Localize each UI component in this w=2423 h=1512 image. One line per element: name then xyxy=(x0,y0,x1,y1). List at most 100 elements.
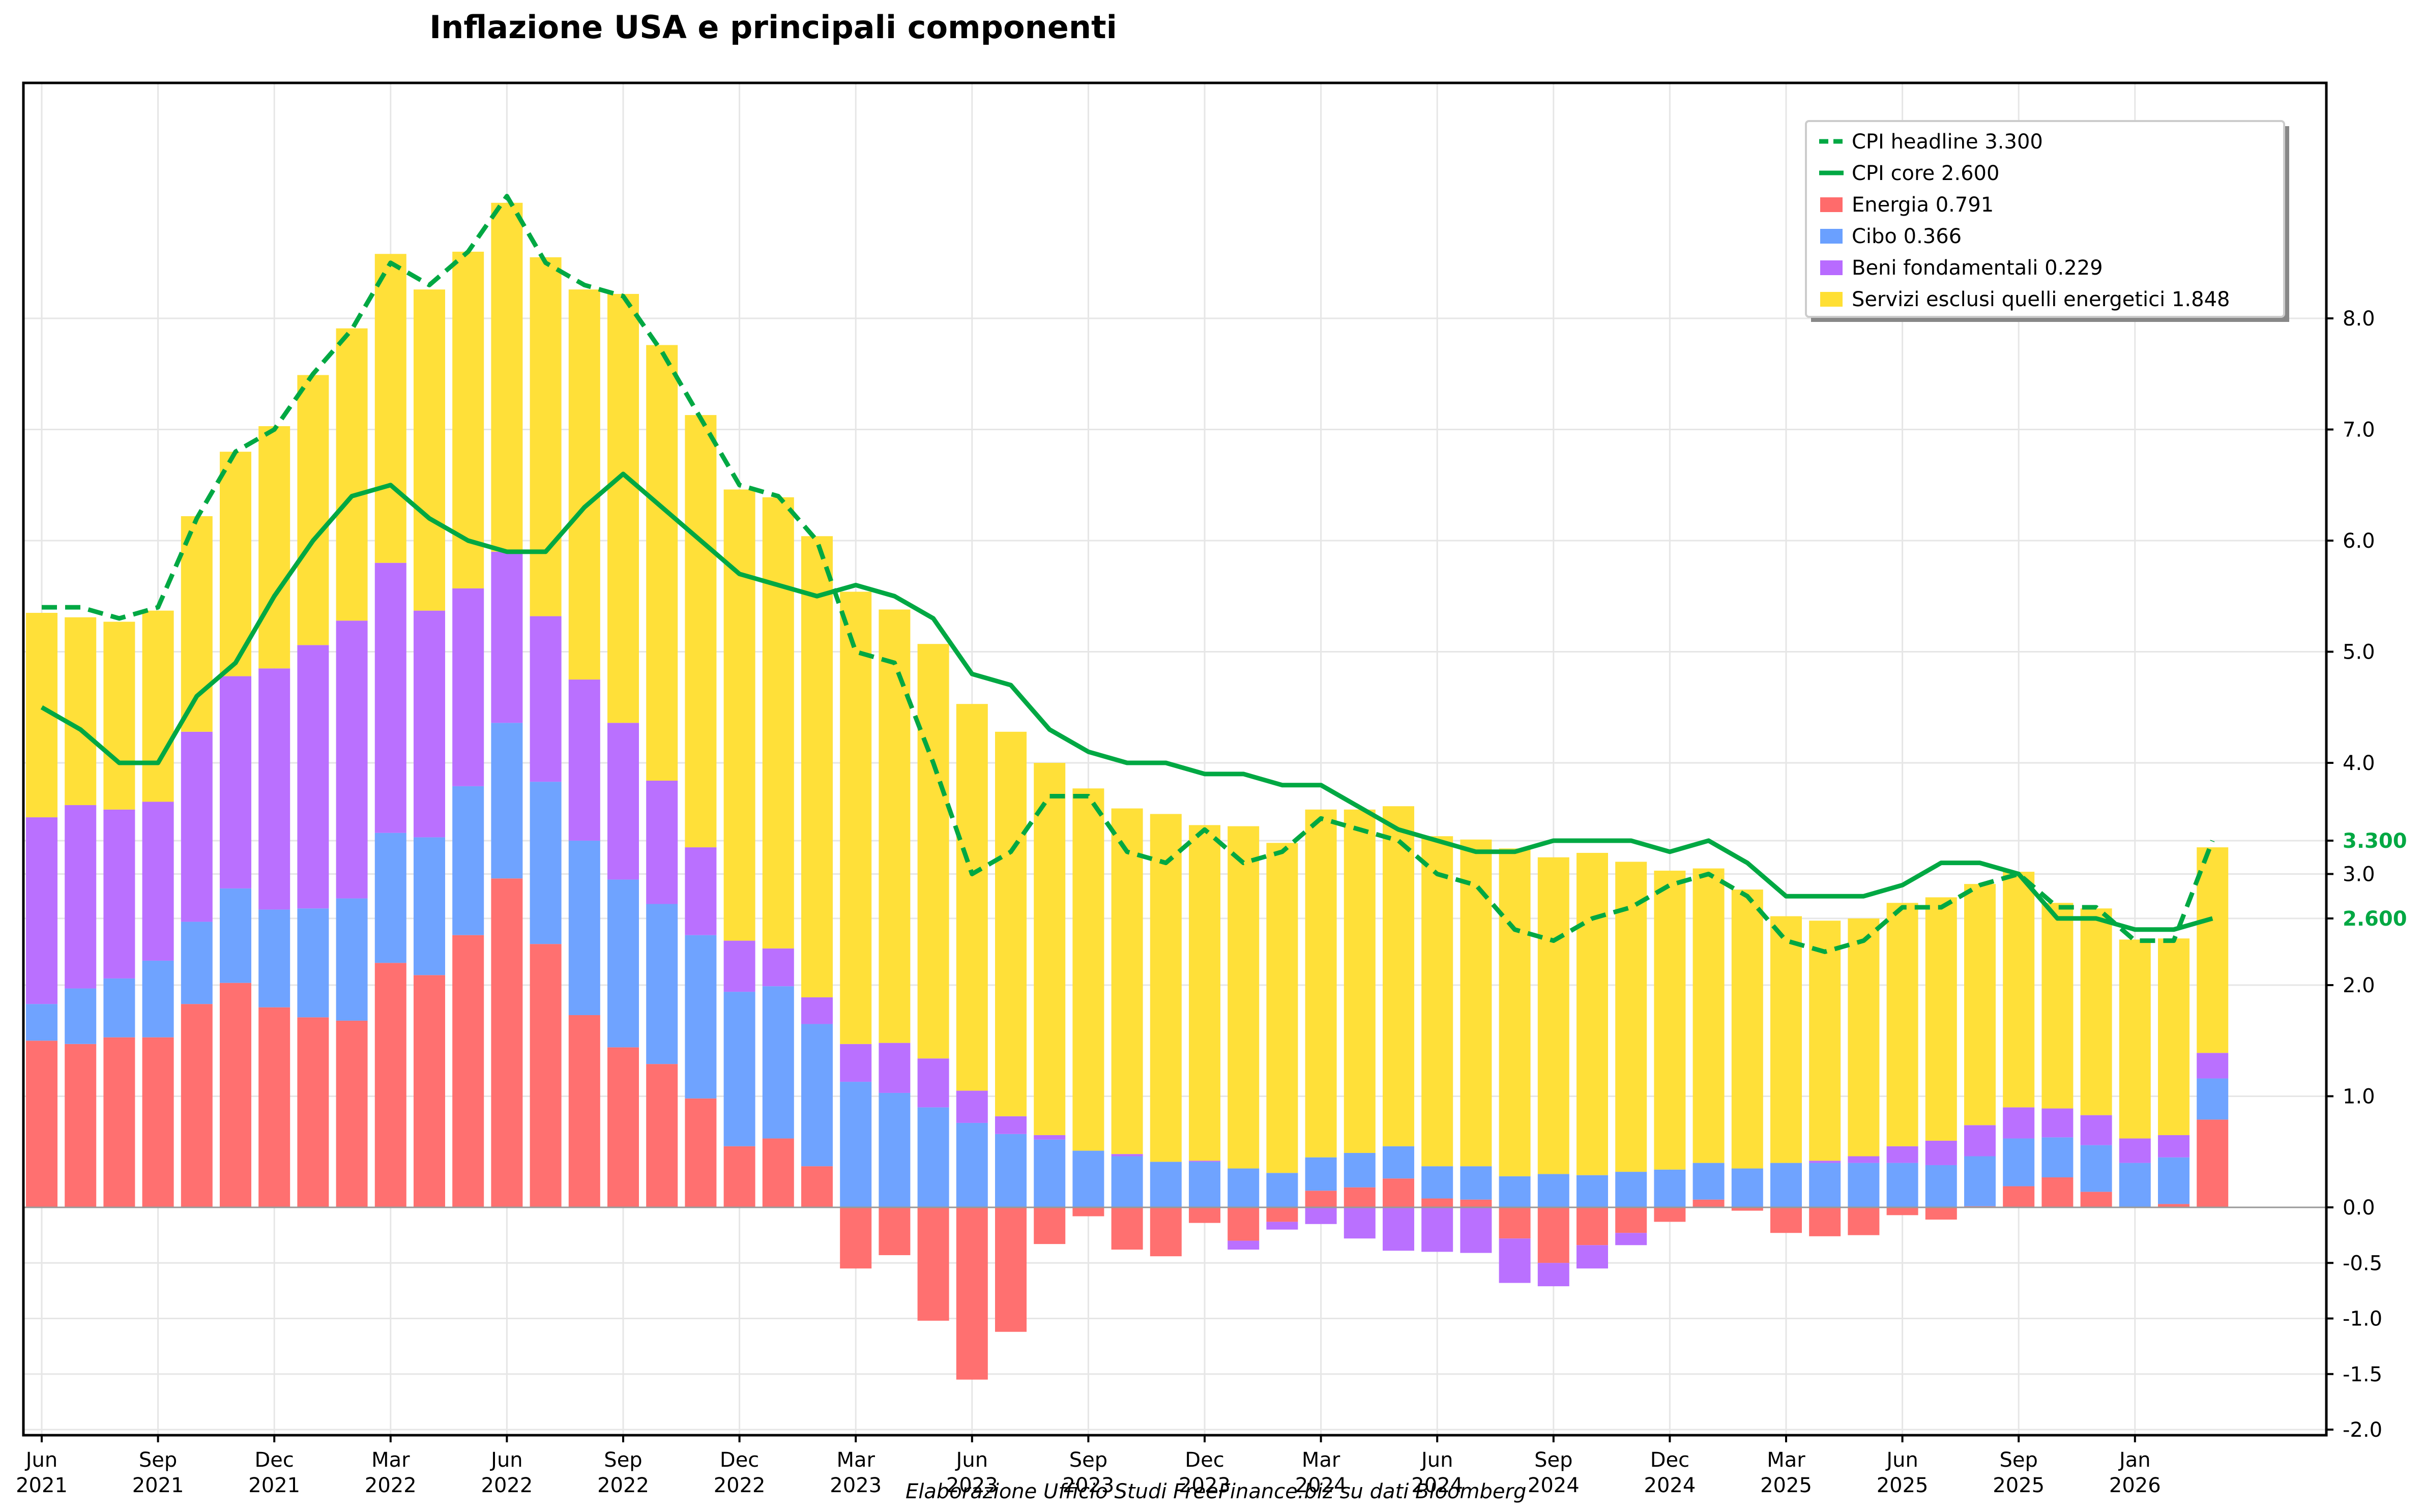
bar-segment-energia: Nov 2021 — Energia: 2.02 xyxy=(220,983,251,1207)
bar-segment-servizi-esclusi-quelli-energetici: Mar 2022 — Servizi esclusi quelli energe… xyxy=(374,254,406,563)
bar-segment-beni-fondamentali: Jun 2023 — Beni fondamentali: 0.29 xyxy=(956,1090,988,1123)
bar-segment-energia: Nov 2022 — Energia: 0.98 xyxy=(685,1098,717,1207)
x-tick-label-month: Mar xyxy=(371,1448,410,1472)
bar-segment-servizi-esclusi-quelli-energetici: Aug 2022 — Servizi esclusi quelli energe… xyxy=(568,289,600,680)
bar-segment-energia: Aug 2024 — Energia: -0.28 xyxy=(1499,1207,1531,1239)
bar-segment-cibo: Jan 2026 — Cibo: 0.4 xyxy=(2119,1163,2151,1207)
bar-segment-beni-fondamentali: Jan 2022 — Beni fondamentali: 2.37 xyxy=(297,645,329,909)
bar-segment-cibo: Feb 2023 — Cibo: 1.28 xyxy=(801,1024,833,1167)
bar-segment-servizi-esclusi-quelli-energetici: Feb 2022 — Servizi esclusi quelli energe… xyxy=(336,328,368,621)
bar-segment-servizi-esclusi-quelli-energetici: Apr 2024 — Servizi esclusi quelli energe… xyxy=(1344,809,1376,1153)
bar-segment-cibo: Apr 2024 — Cibo: 0.31 xyxy=(1344,1152,1376,1188)
bar-segment-servizi-esclusi-quelli-energetici: Nov 2024 — Servizi esclusi quelli energe… xyxy=(1615,862,1647,1172)
bar-segment-beni-fondamentali: Apr 2025 — Beni fondamentali: 0.02 xyxy=(1809,1161,1841,1163)
bar-segment-servizi-esclusi-quelli-energetici: Jul 2023 — Servizi esclusi quelli energe… xyxy=(995,731,1027,1116)
bar-segment-beni-fondamentali: Jul 2021 — Beni fondamentali: 1.65 xyxy=(65,805,97,989)
bar-segment-servizi-esclusi-quelli-energetici: Feb 2025 — Servizi esclusi quelli energe… xyxy=(1731,890,1763,1169)
x-tick-label-year: 2024 xyxy=(1295,1474,1347,1497)
cpi-headline-line xyxy=(42,194,2215,954)
bar-segment-cibo: Dec 2021 — Cibo: 0.88 xyxy=(258,909,290,1007)
x-tick-label-year: 2024 xyxy=(1411,1474,1463,1497)
bar-segment-cibo: Jun 2021 — Cibo: 0.33 xyxy=(26,1004,57,1041)
bar-segment-beni-fondamentali: Jan 2023 — Beni fondamentali: 0.34 xyxy=(762,948,794,987)
lines xyxy=(40,194,2215,954)
bar-segment-servizi-esclusi-quelli-energetici: Dec 2023 — Servizi esclusi quelli energe… xyxy=(1189,825,1220,1161)
bar-segment-beni-fondamentali: Jan 2026 — Beni fondamentali: 0.22 xyxy=(2119,1138,2151,1163)
legend-swatch xyxy=(1820,197,1843,212)
x-tick-label-year: 2022 xyxy=(714,1474,766,1497)
x-tick-label-year: 2022 xyxy=(365,1474,417,1497)
bar-segment-beni-fondamentali: May 2024 — Beni fondamentali: -0.39 xyxy=(1383,1207,1414,1251)
y-tick-label: -2.0 xyxy=(2343,1418,2382,1442)
bar-segment-cibo: May 2023 — Cibo: 0.9 xyxy=(917,1107,949,1207)
x-tick-label-year: 2021 xyxy=(132,1474,184,1497)
bar-segment-cibo: Sep 2025 — Cibo: 0.43 xyxy=(2003,1138,2035,1187)
bar-segment-cibo: Oct 2021 — Cibo: 0.74 xyxy=(181,922,213,1004)
bar-segment-energia: Apr 2025 — Energia: -0.26 xyxy=(1809,1207,1841,1236)
bar-segment-beni-fondamentali: Jun 2025 — Beni fondamentali: 0.15 xyxy=(1886,1146,1918,1163)
bar-segment-servizi-esclusi-quelli-energetici: Aug 2025 — Servizi esclusi quelli energe… xyxy=(1964,884,1996,1125)
x-tick-label-month: Mar xyxy=(836,1448,875,1472)
legend-item: CPI headline 3.300 xyxy=(1819,130,2043,154)
bar-segment-cibo: Sep 2022 — Cibo: 1.51 xyxy=(607,879,639,1048)
bar-segment-energia: Mar 2025 — Energia: -0.23 xyxy=(1770,1207,1802,1233)
bar-segment-cibo: Jan 2024 — Cibo: 0.35 xyxy=(1228,1168,1260,1207)
bar-segment-cibo: Feb 2025 — Cibo: 0.35 xyxy=(1731,1168,1763,1207)
bar-segment-beni-fondamentali: Sep 2025 — Beni fondamentali: 0.28 xyxy=(2003,1107,2035,1139)
legend-swatch xyxy=(1820,229,1843,244)
bar-segment-energia: Nov 2023 — Energia: -0.44 xyxy=(1150,1207,1182,1257)
bar-segment-cibo: Jun 2023 — Cibo: 0.76 xyxy=(956,1122,988,1207)
bar-segment-beni-fondamentali: Jun 2024 — Beni fondamentali: -0.4 xyxy=(1421,1207,1453,1252)
bar-segment-servizi-esclusi-quelli-energetici: Aug 2023 — Servizi esclusi quelli energe… xyxy=(1034,763,1066,1135)
bar-segment-cibo: Jul 2025 — Cibo: 0.38 xyxy=(1925,1165,1957,1207)
bar-segment-cibo: May 2024 — Cibo: 0.29 xyxy=(1383,1146,1414,1179)
bar-segment-servizi-esclusi-quelli-energetici: Oct 2024 — Servizi esclusi quelli energe… xyxy=(1577,852,1608,1175)
bar-segment-cibo: May 2022 — Cibo: 1.34 xyxy=(452,786,484,935)
bar-segment-cibo: Mar 2025 — Cibo: 0.4 xyxy=(1770,1163,1802,1207)
bar-segment-servizi-esclusi-quelli-energetici: May 2023 — Servizi esclusi quelli energe… xyxy=(917,644,949,1059)
bar-segment-cibo: Nov 2021 — Cibo: 0.85 xyxy=(220,888,251,983)
y-tick-label: -1.5 xyxy=(2343,1363,2382,1386)
bar-segment-servizi-esclusi-quelli-energetici: Nov 2021 — Servizi esclusi quelli energe… xyxy=(220,452,251,676)
bar-segment-energia: Jun 2023 — Energia: -1.55 xyxy=(956,1207,988,1380)
bar-segment-cibo: Oct 2022 — Cibo: 1.44 xyxy=(646,904,678,1064)
bar-segment-cibo: Sep 2024 — Cibo: 0.3 xyxy=(1537,1174,1569,1207)
bar-segment-beni-fondamentali: Dec 2021 — Beni fondamentali: 2.17 xyxy=(258,668,290,910)
bar-segment-energia: Sep 2021 — Energia: 1.53 xyxy=(142,1037,174,1207)
legend-swatch xyxy=(1820,260,1843,275)
bar-segment-energia: Feb 2026 — Energia: 0.03 xyxy=(2158,1204,2190,1207)
bar-segment-beni-fondamentali: Feb 2022 — Beni fondamentali: 2.5 xyxy=(336,620,368,899)
x-tick-label-month: Jan xyxy=(2118,1448,2151,1472)
bar-segment-servizi-esclusi-quelli-energetici: Dec 2025 — Servizi esclusi quelli energe… xyxy=(2080,908,2112,1115)
bar-segment-energia: Feb 2022 — Energia: 1.68 xyxy=(336,1020,368,1207)
bar-segment-servizi-esclusi-quelli-energetici: Jan 2025 — Servizi esclusi quelli energe… xyxy=(1692,868,1725,1163)
bar-segment-beni-fondamentali: Oct 2021 — Beni fondamentali: 1.71 xyxy=(181,731,213,922)
y-tick-label: 2.0 xyxy=(2343,974,2375,997)
bar-segment-cibo: Aug 2021 — Cibo: 0.53 xyxy=(103,978,135,1037)
x-tick-label-year: 2023 xyxy=(830,1474,882,1497)
bar-segment-servizi-esclusi-quelli-energetici: Jul 2025 — Servizi esclusi quelli energe… xyxy=(1925,897,1957,1141)
bar-segment-energia: May 2025 — Energia: -0.25 xyxy=(1848,1207,1880,1235)
bar-segment-beni-fondamentali: Jul 2023 — Beni fondamentali: 0.16 xyxy=(995,1116,1027,1134)
bar-segment-cibo: Oct 2023 — Cibo: 0.46 xyxy=(1111,1156,1143,1207)
bar-segment-cibo: Mar 2023 — Cibo: 1.13 xyxy=(840,1082,872,1207)
bar-segment-cibo: Aug 2023 — Cibo: 0.61 xyxy=(1034,1139,1066,1207)
bar-segment-energia: Apr 2024 — Energia: 0.18 xyxy=(1344,1187,1376,1207)
bar-segment-energia: Dec 2024 — Energia: -0.13 xyxy=(1654,1207,1686,1222)
bar-segment-energia: Mar 2024 — Energia: 0.15 xyxy=(1305,1191,1337,1207)
bar-segment-servizi-esclusi-quelli-energetici: Mar 2026 — Servizi esclusi quelli energe… xyxy=(2197,847,2229,1053)
bar-segment-energia: May 2022 — Energia: 2.45 xyxy=(452,935,484,1207)
bar-segment-energia: Feb 2023 — Energia: 0.37 xyxy=(801,1166,833,1207)
x-tick-label-year: 2025 xyxy=(1993,1474,2045,1497)
chart-title: Inflazione USA e principali componenti xyxy=(429,9,1117,46)
bar-segment-beni-fondamentali: Mar 2022 — Beni fondamentali: 2.43 xyxy=(374,562,406,833)
bar-segment-beni-fondamentali: Aug 2022 — Beni fondamentali: 1.45 xyxy=(568,679,600,841)
bar-segment-servizi-esclusi-quelli-energetici: Apr 2022 — Servizi esclusi quelli energe… xyxy=(414,289,445,611)
bar-segment-servizi-esclusi-quelli-energetici: Feb 2026 — Servizi esclusi quelli energe… xyxy=(2158,938,2190,1135)
x-tick-label-year: 2023 xyxy=(1063,1474,1115,1497)
x-tick-label-month: Jun xyxy=(24,1448,58,1472)
bar-segment-energia: Dec 2021 — Energia: 1.8 xyxy=(258,1007,290,1207)
bar-segment-servizi-esclusi-quelli-energetici: Feb 2023 — Servizi esclusi quelli energe… xyxy=(801,536,833,998)
bar-segment-beni-fondamentali: Nov 2024 — Beni fondamentali: -0.11 xyxy=(1615,1233,1647,1246)
bar-segment-cibo: Jan 2022 — Cibo: 0.98 xyxy=(297,908,329,1018)
